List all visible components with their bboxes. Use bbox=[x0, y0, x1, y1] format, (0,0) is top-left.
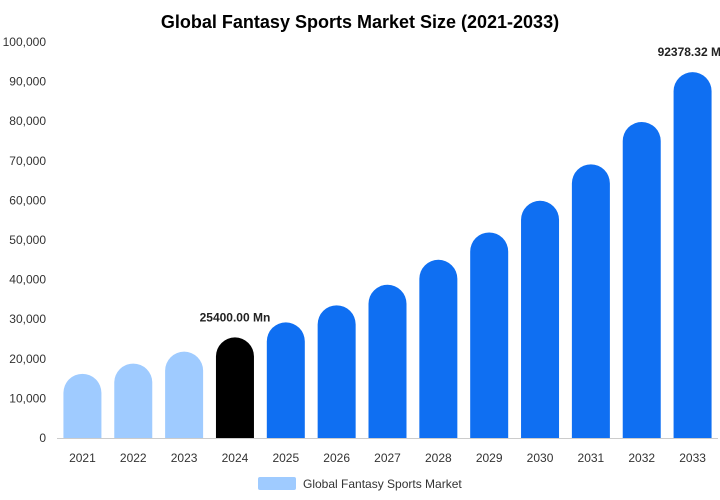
y-tick-label: 70,000 bbox=[9, 154, 46, 168]
x-tick-label: 2031 bbox=[578, 451, 605, 465]
data-labels: 25400.00 Mn 92378.32 Mn bbox=[200, 45, 720, 324]
bar-2028 bbox=[419, 259, 458, 438]
bar-2030 bbox=[521, 200, 560, 438]
bar-2022 bbox=[114, 363, 153, 438]
x-tick-label: 2023 bbox=[171, 451, 198, 465]
bar-2025 bbox=[266, 322, 305, 438]
legend-swatch bbox=[258, 477, 296, 490]
x-tick-label: 2030 bbox=[527, 451, 554, 465]
y-tick-label: 30,000 bbox=[9, 312, 46, 326]
x-tick-label: 2028 bbox=[425, 451, 452, 465]
bar-2021 bbox=[63, 373, 102, 438]
legend-label: Global Fantasy Sports Market bbox=[303, 477, 462, 491]
y-tick-label: 20,000 bbox=[9, 352, 46, 366]
y-axis: 0 10,000 20,000 30,000 40,000 50,000 60,000 70,… bbox=[3, 35, 47, 445]
bar-2032 bbox=[622, 121, 661, 438]
x-tick-label: 2033 bbox=[679, 451, 706, 465]
bar-2027 bbox=[368, 284, 407, 438]
bars bbox=[63, 72, 712, 438]
y-tick-label: 0 bbox=[39, 431, 46, 445]
x-tick-label: 2027 bbox=[374, 451, 401, 465]
y-tick-label: 10,000 bbox=[9, 391, 46, 405]
bar-2029 bbox=[470, 232, 509, 438]
bar-2023 bbox=[165, 351, 204, 438]
x-tick-label: 2024 bbox=[222, 451, 249, 465]
x-tick-label: 2021 bbox=[69, 451, 96, 465]
y-tick-label: 80,000 bbox=[9, 114, 46, 128]
x-tick-label: 2026 bbox=[323, 451, 350, 465]
y-tick-label: 100,000 bbox=[3, 35, 47, 49]
data-label: 25400.00 Mn bbox=[200, 310, 271, 324]
y-tick-label: 60,000 bbox=[9, 193, 46, 207]
legend: Global Fantasy Sports Market bbox=[258, 477, 462, 491]
x-tick-label: 2022 bbox=[120, 451, 147, 465]
data-label: 92378.32 Mn bbox=[658, 45, 720, 59]
bar-2024 bbox=[215, 337, 254, 438]
x-axis: 2021 2022 2023 2024 2025 2026 2027 2028 2029 2030… bbox=[57, 438, 718, 465]
y-tick-label: 50,000 bbox=[9, 233, 46, 247]
x-tick-label: 2029 bbox=[476, 451, 503, 465]
bar-2031 bbox=[571, 164, 610, 438]
bar-2033 bbox=[673, 72, 712, 438]
chart-title: Global Fantasy Sports Market Size (2021-… bbox=[161, 12, 559, 32]
bar-2026 bbox=[317, 305, 356, 438]
y-tick-label: 90,000 bbox=[9, 75, 46, 89]
x-tick-label: 2032 bbox=[628, 451, 655, 465]
x-tick-label: 2025 bbox=[272, 451, 299, 465]
y-tick-label: 40,000 bbox=[9, 273, 46, 287]
